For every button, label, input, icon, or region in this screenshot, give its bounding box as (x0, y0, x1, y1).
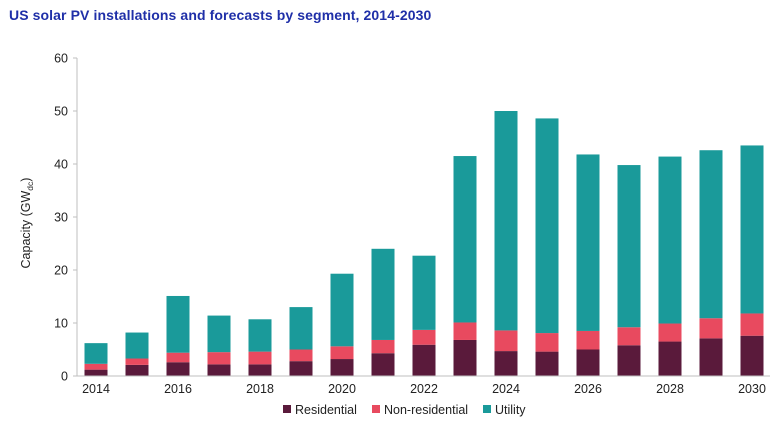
bar-non-residential-2025 (535, 333, 559, 352)
y-tick-label: 40 (54, 158, 68, 172)
bar-residential-2018 (248, 364, 272, 376)
bar-residential-2020 (330, 359, 354, 376)
y-axis-title: Capacity (GWdc) (19, 178, 35, 269)
bar-utility-2030 (740, 145, 764, 314)
x-tick-label: 2030 (738, 382, 766, 396)
bar-non-residential-2026 (576, 330, 600, 350)
chart-title: US solar PV installations and forecasts … (9, 7, 432, 23)
y-axis-title-end: ) (19, 178, 33, 182)
bar-utility-2024 (494, 111, 518, 331)
bar-residential-2027 (617, 345, 641, 376)
bar-non-residential-2024 (494, 330, 518, 352)
bar-residential-2026 (576, 349, 600, 376)
x-tick-label: 2024 (492, 382, 520, 396)
x-tick-label: 2022 (410, 382, 438, 396)
x-tick-label: 2026 (574, 382, 602, 396)
y-tick-label: 30 (54, 211, 68, 225)
bar-residential-2015 (125, 364, 149, 376)
legend-swatch-residential (283, 405, 291, 413)
x-tick-label: 2018 (246, 382, 274, 396)
bar-residential-2014 (84, 369, 108, 376)
y-tick-label: 10 (54, 317, 68, 331)
y-axis-title-main: Capacity (GW (19, 190, 33, 268)
legend-swatch-non-residential (372, 405, 380, 413)
bar-residential-2023 (453, 339, 477, 376)
bar-non-residential-2015 (125, 358, 149, 365)
bar-non-residential-2030 (740, 313, 764, 336)
legend-label-non-residential: Non-residential (384, 403, 468, 417)
legend-label-residential: Residential (295, 403, 357, 417)
x-tick-label: 2016 (164, 382, 192, 396)
bar-residential-2016 (166, 362, 190, 376)
bar-utility-2019 (289, 307, 313, 350)
bar-utility-2025 (535, 118, 559, 334)
bar-non-residential-2019 (289, 349, 313, 362)
bar-non-residential-2027 (617, 327, 641, 346)
bar-utility-2016 (166, 295, 190, 353)
bar-residential-2030 (740, 335, 764, 376)
bar-non-residential-2029 (699, 318, 723, 339)
bar-residential-2022 (412, 344, 436, 376)
bar-non-residential-2014 (84, 363, 108, 370)
bar-utility-2026 (576, 154, 600, 331)
y-tick-label: 60 (54, 52, 68, 66)
bar-non-residential-2028 (658, 323, 682, 342)
x-tick-label: 2014 (82, 382, 110, 396)
bar-utility-2015 (125, 332, 149, 359)
y-tick-label: 0 (61, 370, 68, 384)
bar-utility-2027 (617, 165, 641, 328)
x-tick-label: 2020 (328, 382, 356, 396)
bar-residential-2017 (207, 364, 231, 376)
bar-non-residential-2020 (330, 346, 354, 360)
legend-swatch-utility (483, 405, 491, 413)
y-axis-title-subscript: dc (25, 181, 35, 191)
bar-non-residential-2023 (453, 322, 477, 340)
bar-utility-2022 (412, 255, 436, 330)
bar-non-residential-2016 (166, 352, 190, 363)
bar-utility-2029 (699, 150, 723, 319)
bar-residential-2025 (535, 351, 559, 376)
bar-utility-2020 (330, 273, 354, 347)
legend-label-utility: Utility (495, 403, 526, 417)
y-tick-label: 50 (54, 105, 68, 119)
bar-utility-2021 (371, 248, 395, 340)
bar-utility-2028 (658, 156, 682, 324)
bar-utility-2014 (84, 343, 108, 364)
bar-residential-2024 (494, 351, 518, 376)
bar-utility-2018 (248, 319, 272, 352)
bar-residential-2028 (658, 341, 682, 376)
bar-non-residential-2017 (207, 352, 231, 365)
y-tick-label: 20 (54, 264, 68, 278)
bar-residential-2021 (371, 353, 395, 376)
bar-non-residential-2018 (248, 351, 272, 365)
bar-utility-2023 (453, 156, 477, 323)
bar-residential-2029 (699, 338, 723, 376)
bar-non-residential-2022 (412, 329, 436, 345)
bar-residential-2019 (289, 361, 313, 376)
bar-non-residential-2021 (371, 339, 395, 354)
bar-utility-2017 (207, 315, 231, 353)
x-tick-label: 2028 (656, 382, 684, 396)
